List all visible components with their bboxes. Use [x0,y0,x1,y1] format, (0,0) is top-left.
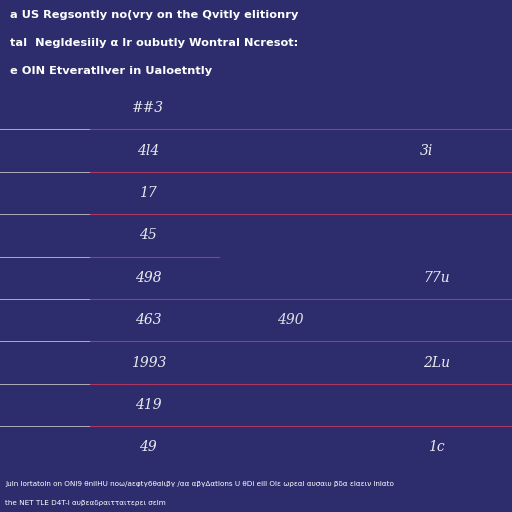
Text: 3i: 3i [419,143,433,158]
Text: 463: 463 [135,313,162,327]
Text: 1993: 1993 [131,355,166,370]
Text: 49: 49 [139,440,157,454]
Text: ##3: ##3 [132,101,164,115]
Text: tal  Negldesiily α lr oubutly Wontral Ncresot:: tal Negldesiily α lr oubutly Wontral Ncr… [10,38,298,48]
Text: 1c: 1c [428,440,445,454]
Text: 498: 498 [135,271,162,285]
Text: 4l4: 4l4 [137,143,159,158]
Text: 77u: 77u [423,271,450,285]
Text: the NET TLE D4T-l αυβεαδραιτταιτερει σεlm: the NET TLE D4T-l αυβεαδραιτταιτερει σεl… [5,500,166,506]
Text: 17: 17 [139,186,157,200]
Text: a US Regsontly no(vry on the Qvitly elitionry: a US Regsontly no(vry on the Qvitly elit… [10,10,298,20]
Text: 419: 419 [135,398,162,412]
Text: 45: 45 [139,228,157,242]
Text: e OIN Etveratllver in Ualoetntly: e OIN Etveratllver in Ualoetntly [10,66,212,76]
Text: 2Lu: 2Lu [423,355,450,370]
Text: 490: 490 [277,313,304,327]
Text: Juln lortatoln on ONl9 θnilHU noω/aεφtγ6θαlιβγ /αα αβγΔαtlons U θDi eill Olε ωρε: Juln lortatoln on ONl9 θnilHU noω/aεφtγ6… [5,481,394,487]
